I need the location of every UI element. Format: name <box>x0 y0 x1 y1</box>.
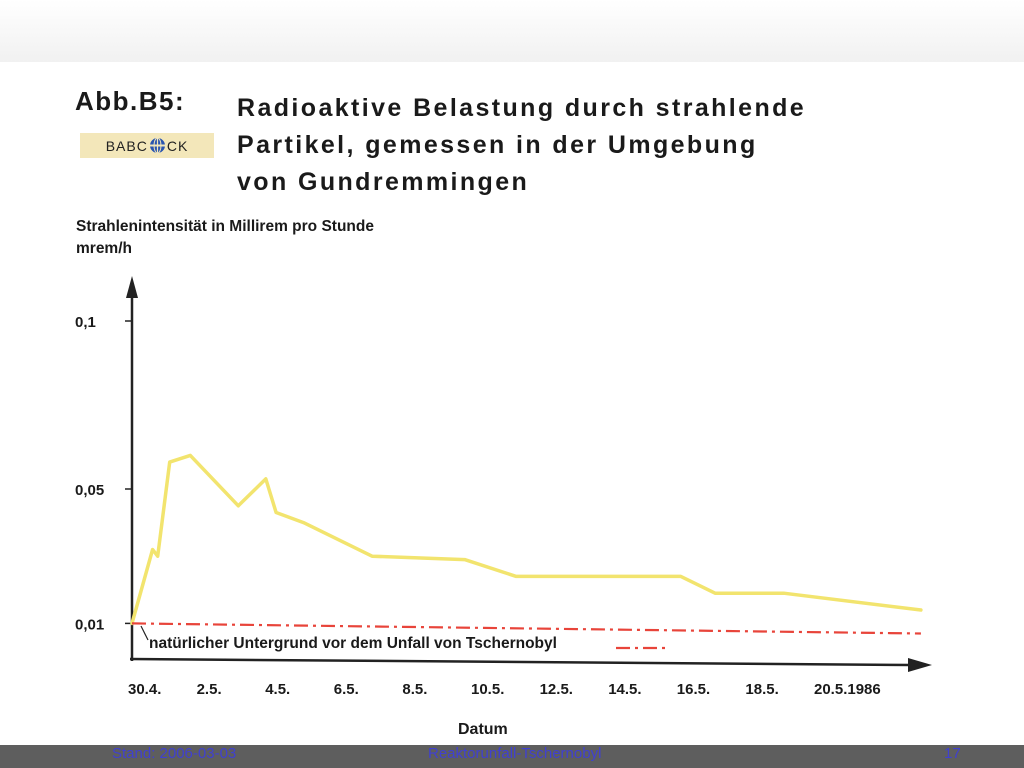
x-tick-label: 20.5.1986 <box>814 681 881 698</box>
x-axis-arrow <box>908 658 932 672</box>
x-tick-label: 30.4. <box>128 681 161 698</box>
x-tick-label: 18.5. <box>745 681 778 698</box>
title-line-2: Partikel, gemessen in der Umgebung <box>237 131 758 159</box>
background-level-line <box>131 622 921 635</box>
figure-number: Abb.B5: <box>75 86 186 116</box>
x-tick-label: 4.5. <box>265 681 290 698</box>
slide-footer: Stand: 2006-03-03 Reaktorunfall-Tscherno… <box>0 745 1024 768</box>
y-axis-label: Strahlenintensität in Millirem pro Stund… <box>76 218 374 235</box>
title-line-1: Radioaktive Belastung durch strahlende <box>237 94 807 122</box>
x-tick-label: 8.5. <box>402 681 427 698</box>
y-tick-label: 0,01 <box>75 616 104 633</box>
footer-date: Stand: 2006-03-03 <box>112 745 237 762</box>
y-axis-arrow <box>126 276 138 298</box>
y-tick-label: 0,1 <box>75 314 96 331</box>
slide-top-band <box>0 0 1024 62</box>
x-tick-label: 6.5. <box>334 681 359 698</box>
x-tick-label: 12.5. <box>540 681 573 698</box>
title-line-3: von Gundremmingen <box>237 168 530 196</box>
x-axis <box>129 657 913 667</box>
globe-icon <box>149 137 166 154</box>
x-tick-label: 2.5. <box>197 681 222 698</box>
footer-title: Reaktorunfall-Tschernobyl <box>428 745 602 762</box>
x-tick-label: 14.5. <box>608 681 641 698</box>
logo-text-left: BABC <box>105 137 148 154</box>
annotation-leader <box>140 625 149 641</box>
x-tick-label: 16.5. <box>677 681 710 698</box>
background-annotation: natürlicher Untergrund vor dem Unfall vo… <box>149 635 557 652</box>
y-tick-label: 0,05 <box>75 482 104 499</box>
x-tick-label: 10.5. <box>471 681 504 698</box>
babcock-logo: BABC CK <box>80 133 214 158</box>
y-axis-unit: mrem/h <box>76 240 132 257</box>
x-axis-title: Datum <box>458 721 508 738</box>
footer-page-number: 17 <box>944 745 961 762</box>
logo-text-right: CK <box>166 137 189 154</box>
radiation-series-line <box>130 453 923 626</box>
slide-title: Radioaktive Belastung durch strahlende P… <box>237 90 997 201</box>
